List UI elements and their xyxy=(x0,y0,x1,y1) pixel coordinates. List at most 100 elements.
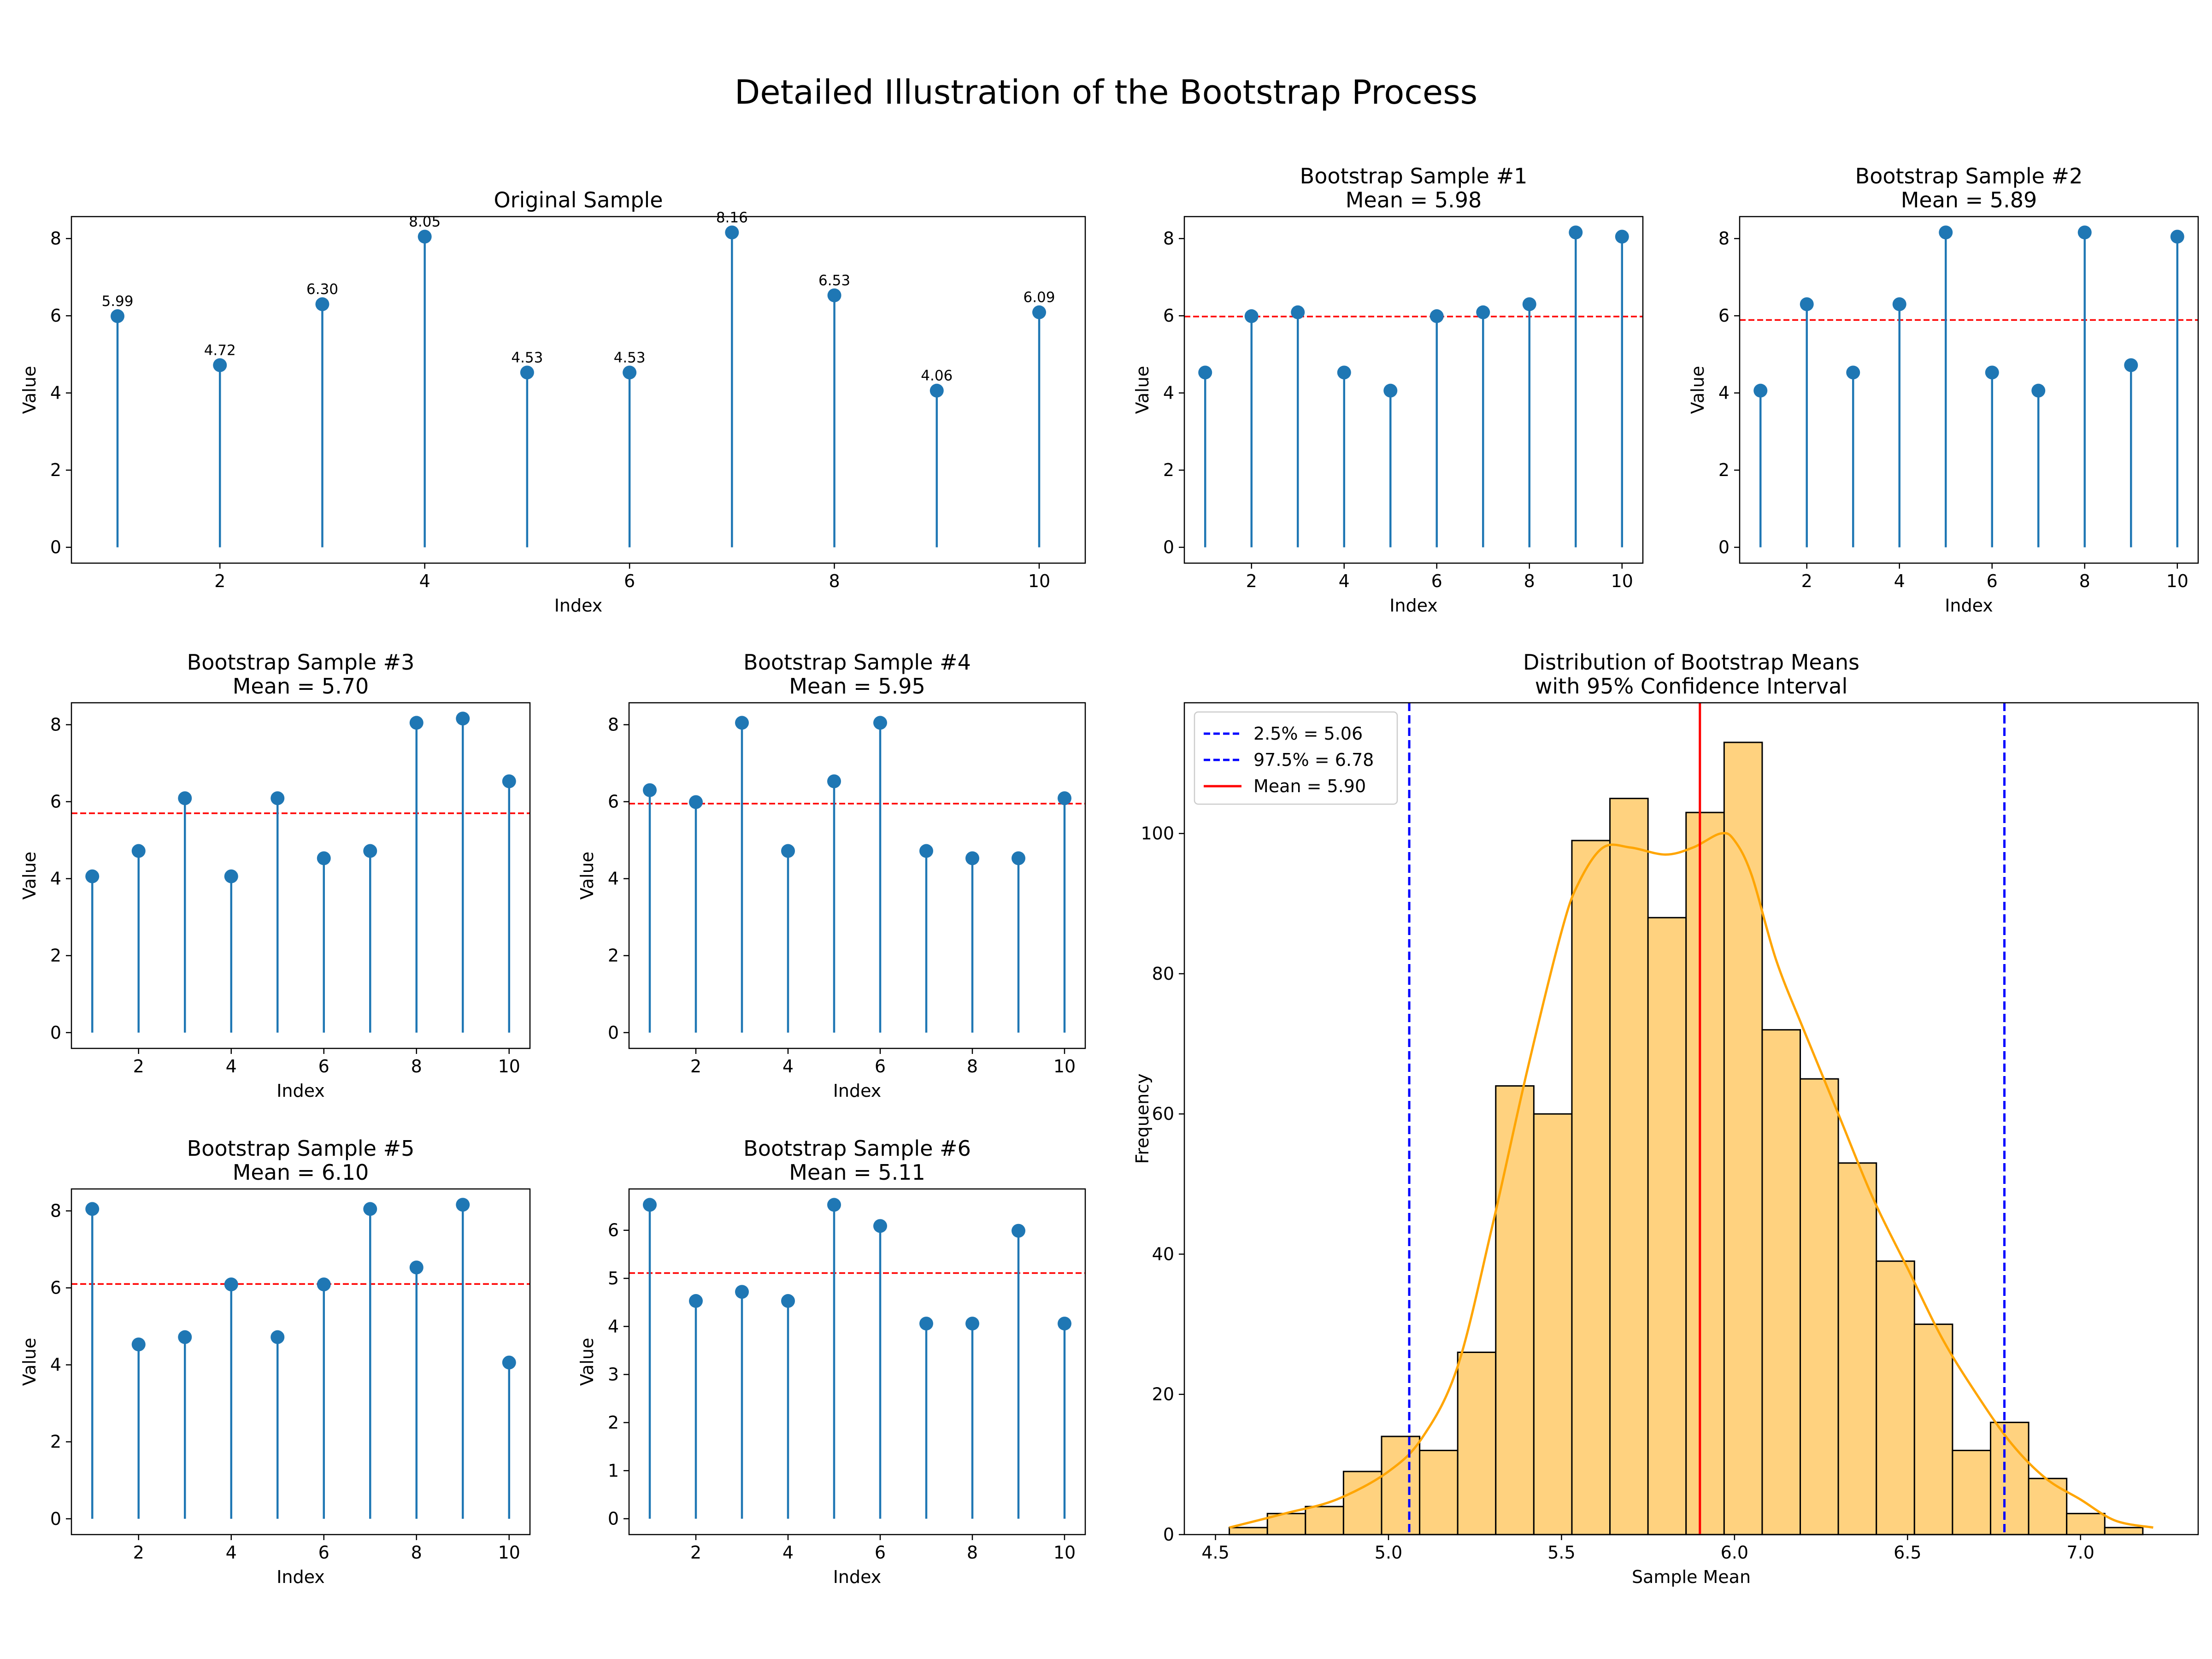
bs4-marker xyxy=(1012,851,1025,865)
bs1-marker xyxy=(1244,309,1259,324)
bs4-marker xyxy=(873,716,887,730)
bs6-ytick-label: 4 xyxy=(608,1316,619,1336)
hist-bar xyxy=(1913,1324,1953,1535)
original-data-label: 8.16 xyxy=(716,209,748,226)
original-data-label: 6.53 xyxy=(818,272,850,289)
bs2-xtick-label: 4 xyxy=(1894,571,1905,591)
original-xlabel: Index xyxy=(554,595,603,616)
bs5-xtick-label: 6 xyxy=(318,1542,329,1563)
bs1-marker xyxy=(1430,309,1444,324)
original-marker xyxy=(725,225,739,240)
hist-ytick-label: 0 xyxy=(1163,1524,1174,1545)
original-marker xyxy=(623,365,637,380)
bs1-subtitle: Mean = 5.98 xyxy=(1346,188,1482,212)
bs4-ytick-label: 0 xyxy=(608,1023,619,1043)
bs3-xtick-label: 8 xyxy=(411,1056,422,1077)
original-data-label: 4.72 xyxy=(204,342,236,359)
figure-title: Detailed Illustration of the Bootstrap P… xyxy=(734,73,1478,112)
bs5-marker xyxy=(224,1277,238,1292)
bs6-ytick-label: 2 xyxy=(608,1412,619,1433)
hist-subplot: 4.5 5.0 5.5 6.0 6.5 7.0 0 20 40 60 80 100 Distributi… xyxy=(1132,650,2199,1587)
bs6-marker xyxy=(919,1317,933,1331)
bs3-marker xyxy=(409,716,424,730)
bs3-title: Bootstrap Sample #3 xyxy=(187,650,415,675)
bs3-marker xyxy=(178,791,192,806)
bs6-xtick-label: 8 xyxy=(967,1542,978,1563)
bs2-marker xyxy=(1846,365,1860,380)
bs4-marker xyxy=(827,774,841,788)
original-marker xyxy=(1032,305,1046,319)
original-marker xyxy=(315,297,329,312)
hist-bar xyxy=(1419,1449,1459,1535)
bs2-subtitle: Mean = 5.89 xyxy=(1901,188,2037,212)
bs1-xtick-label: 4 xyxy=(1339,571,1350,591)
bs5-xtick-label: 8 xyxy=(411,1542,422,1563)
original-data-label: 4.53 xyxy=(614,349,646,366)
original-marker xyxy=(520,365,534,380)
bs3-marker xyxy=(363,844,377,858)
hist-bar xyxy=(2104,1527,2144,1535)
bs1-xtick-label: 8 xyxy=(1524,571,1535,591)
bs6-marker xyxy=(781,1294,795,1308)
bs3-marker xyxy=(131,844,146,858)
hist-bar xyxy=(1342,1471,1382,1535)
hist-bar xyxy=(1989,1422,2030,1535)
bs5-ytick-label: 6 xyxy=(50,1278,61,1298)
bs5-ylabel: Value xyxy=(19,1338,40,1386)
hist-bar xyxy=(1647,917,1687,1535)
bs5-ytick-label: 8 xyxy=(50,1201,61,1221)
original-ytick-label: 0 xyxy=(50,537,61,558)
bs2-marker xyxy=(1939,225,1953,240)
bs6-ytick-label: 0 xyxy=(608,1509,619,1529)
bs4-ytick-label: 4 xyxy=(608,869,619,889)
bs2-marker xyxy=(2077,225,2092,240)
hist-xtick-label: 4.5 xyxy=(1201,1542,1229,1563)
original-axes-frame xyxy=(71,216,1086,564)
bs6-marker xyxy=(643,1198,657,1212)
original-xtick-label: 8 xyxy=(829,571,840,591)
original-ylabel: Value xyxy=(19,366,40,414)
bs6-ytick-label: 3 xyxy=(608,1365,619,1385)
bs3-xtick-label: 6 xyxy=(318,1056,329,1077)
bs2-marker xyxy=(1800,297,1814,312)
hist-ytick-label: 100 xyxy=(1141,824,1174,844)
bs4-marker xyxy=(1058,791,1071,806)
bs1-marker xyxy=(1615,229,1629,244)
hist-legend: 2.5% = 5.06 97.5% = 6.78 Mean = 5.90 xyxy=(1194,711,1398,805)
hist-bar xyxy=(1229,1527,1268,1535)
hist-ylabel: Frequency xyxy=(1132,1073,1153,1164)
original-title: Original Sample xyxy=(494,188,663,212)
bs2-marker xyxy=(2124,358,2138,372)
bs6-ytick-label: 5 xyxy=(608,1268,619,1288)
bs4-marker xyxy=(735,716,749,730)
hist-xtick-label: 7.0 xyxy=(2066,1542,2094,1563)
bs1-marker xyxy=(1291,305,1305,319)
hist-legend-label: 97.5% = 6.78 xyxy=(1253,750,1374,770)
bs1-marker xyxy=(1569,225,1583,240)
bs3-ytick-label: 6 xyxy=(50,792,61,812)
bs4-xtick-label: 10 xyxy=(1053,1056,1076,1077)
bs6-marker xyxy=(1012,1224,1025,1238)
bs3-xlabel: Index xyxy=(276,1081,325,1101)
bs1-title: Bootstrap Sample #1 xyxy=(1300,164,1528,188)
bs5-xtick-label: 10 xyxy=(498,1542,520,1563)
bs1-marker xyxy=(1522,297,1536,312)
bs2-ytick-label: 6 xyxy=(1718,306,1730,326)
bs3-ytick-label: 8 xyxy=(50,715,61,735)
bs3-xtick-label: 10 xyxy=(498,1056,520,1077)
hist-ytick-label: 40 xyxy=(1152,1244,1174,1264)
bs4-axes-frame xyxy=(628,702,1086,1049)
bs6-marker xyxy=(873,1219,887,1233)
bs1-marker xyxy=(1337,365,1351,380)
hist-legend-frame xyxy=(1194,711,1398,805)
bs1-ylabel: Value xyxy=(1132,366,1153,414)
bs6-xtick-label: 6 xyxy=(875,1542,886,1563)
bs2-xtick-label: 2 xyxy=(1801,571,1812,591)
bs3-ytick-label: 2 xyxy=(50,946,61,966)
hist-ytick-label: 20 xyxy=(1152,1384,1174,1405)
bs4-ytick-label: 6 xyxy=(608,792,619,812)
